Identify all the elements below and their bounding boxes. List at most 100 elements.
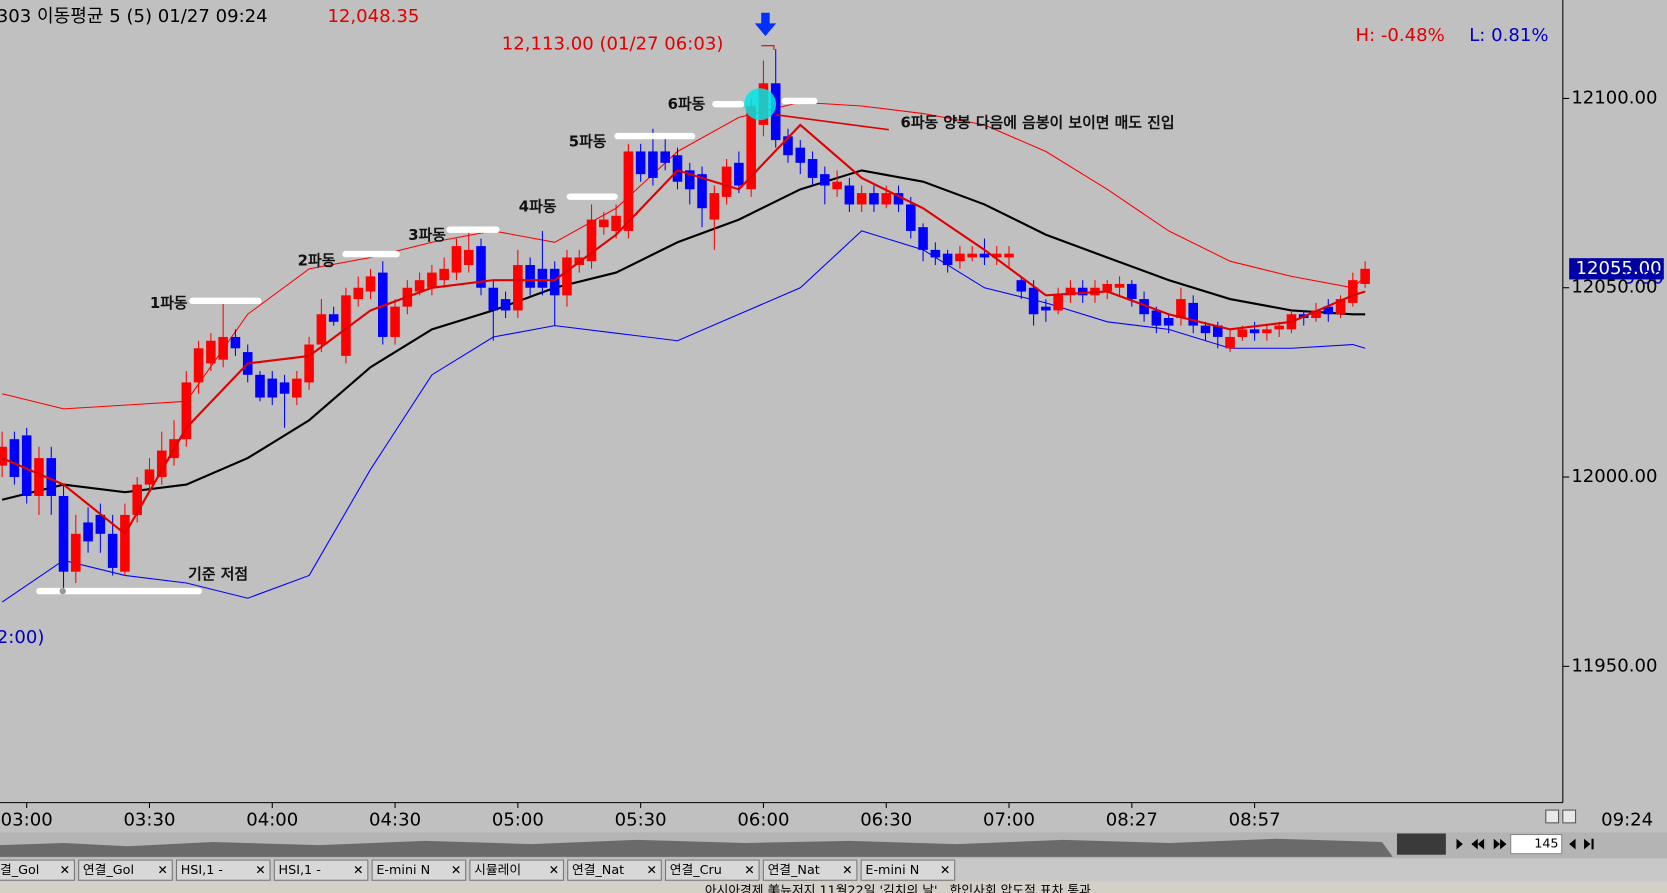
candle-body (132, 484, 142, 515)
highlight (446, 226, 500, 233)
candle-body (1163, 318, 1174, 326)
candle-body (328, 314, 339, 322)
candle-body (353, 287, 364, 300)
candle-body (1225, 336, 1235, 349)
candle-body (71, 533, 81, 572)
candle-body (1127, 283, 1137, 300)
candle-body (414, 280, 425, 292)
tab-close[interactable] (843, 865, 851, 874)
tab[interactable] (371, 859, 467, 881)
candle-body (279, 382, 290, 394)
nav-buttons (1456, 838, 1594, 850)
x-tick-label: 03:00 (1, 810, 53, 831)
tab-close[interactable] (256, 865, 265, 874)
candle-body (660, 151, 670, 163)
tab[interactable] (78, 859, 173, 881)
tab-label: E-mini N (865, 863, 919, 878)
tab[interactable] (762, 859, 858, 881)
candle-body (611, 215, 621, 231)
candle-body (1041, 306, 1051, 311)
candle-body (648, 151, 658, 178)
x-tick-label: 05:30 (615, 810, 667, 831)
candle-body (439, 268, 449, 281)
tab-close[interactable] (745, 865, 754, 874)
tab-label: HSI,1 - (181, 863, 223, 878)
candle-body (1016, 280, 1027, 292)
x-tick-label: 07:00 (983, 810, 1035, 831)
indicator-line (1, 230, 1366, 603)
nav-button[interactable] (1584, 838, 1594, 850)
candle-body (463, 249, 474, 266)
tab[interactable] (664, 859, 760, 881)
candle-body (746, 106, 756, 190)
tab-label: 연결_Nat (768, 863, 820, 878)
candle-body (46, 458, 57, 496)
candle-body (942, 253, 953, 266)
news-ticker: 아시아경제 美뉴저지 11월22일 '김치의 날'...한인사회 압도적 표차 … (705, 883, 1091, 893)
candle-body (1004, 253, 1014, 258)
tab[interactable] (469, 859, 564, 881)
moving-average (1, 123, 1366, 536)
price-box-label: 12055.00 (1575, 258, 1661, 279)
tool-icon[interactable] (1545, 809, 1560, 824)
candle-body (635, 151, 646, 175)
candle-body (881, 193, 892, 205)
tab-close[interactable] (452, 865, 460, 874)
tab-close[interactable] (159, 865, 167, 874)
candle-body (1335, 299, 1346, 315)
tool-icon[interactable] (1562, 809, 1577, 824)
tab-close[interactable] (61, 865, 69, 874)
candle-body (390, 306, 400, 337)
candle-body (537, 268, 548, 288)
tab[interactable] (273, 859, 369, 881)
candle-body (1323, 306, 1334, 315)
volume-overview (0, 838, 1393, 857)
indicator-line (1, 123, 1366, 536)
candle-body (734, 162, 744, 186)
candle-body (144, 469, 155, 485)
x-tick-label: 06:00 (737, 810, 789, 831)
nav-button[interactable] (1493, 838, 1507, 850)
tab-close[interactable] (648, 865, 656, 874)
candle-body (1348, 280, 1358, 303)
candle-body (586, 219, 597, 262)
candle-body (967, 253, 977, 258)
y-tick-label: 12100.00 (1571, 87, 1657, 108)
candle-body (21, 435, 32, 496)
candle-body (1188, 302, 1198, 326)
wave-label: 5파동 (569, 132, 607, 150)
bar-count-input[interactable] (1510, 833, 1563, 855)
candle-body (1028, 287, 1039, 315)
tab-label: 연결_Nat (572, 863, 624, 878)
scroll-thumb[interactable] (1396, 833, 1446, 855)
candle-body (1212, 325, 1223, 337)
tab[interactable] (0, 859, 75, 881)
low-stat: L: 0.81% (1469, 25, 1548, 46)
candle-body (267, 378, 278, 398)
candle-body (218, 336, 228, 360)
tab[interactable] (567, 859, 662, 881)
tab-close[interactable] (550, 865, 558, 874)
nav-button[interactable] (1569, 838, 1576, 850)
candle-body (832, 181, 842, 190)
tab-close[interactable] (941, 865, 949, 874)
candle-body (0, 446, 7, 466)
x-tick-label: 06:30 (860, 810, 912, 831)
candle-body (599, 219, 609, 228)
tab[interactable] (175, 859, 271, 881)
tab-close[interactable] (354, 865, 362, 874)
nav-button[interactable] (1456, 838, 1463, 850)
candle-body (893, 193, 904, 205)
price-change: 5.50 (1624, 268, 1664, 289)
high-annotation: 12,113.00 (01/27 06:03) (502, 34, 724, 55)
current-price: 12055.00 (1569, 258, 1664, 280)
high-stat: H: -0.48% (1356, 25, 1445, 46)
candle-body (906, 204, 916, 231)
nav-button[interactable] (1471, 838, 1485, 850)
indicator-lines (1, 101, 1366, 603)
tab[interactable] (860, 859, 956, 881)
highlight (566, 193, 618, 200)
candle-body (292, 378, 302, 398)
news-bar (0, 881, 1667, 893)
